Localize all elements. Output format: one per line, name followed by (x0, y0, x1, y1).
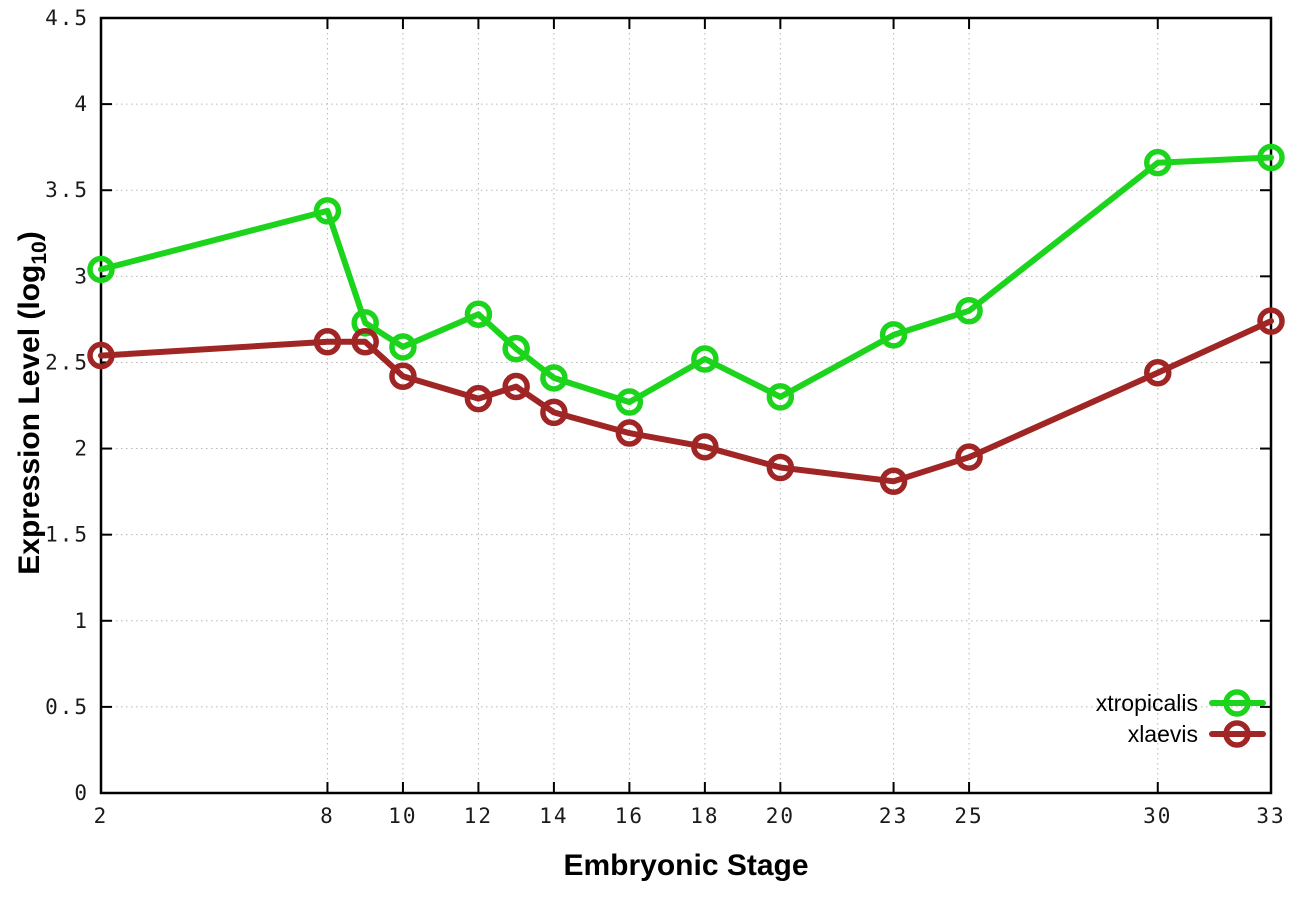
legend-marker-xlaevis (1223, 720, 1251, 748)
legend-marker-xtropicalis (1223, 689, 1251, 717)
x-tick-label: 10 (388, 804, 417, 828)
data-point-xtropicalis (313, 197, 342, 225)
y-tick-label: 0 (74, 781, 89, 805)
y-tick-label: 2 (74, 437, 89, 461)
x-axis-title: Embryonic Stage (563, 849, 809, 882)
x-tick-label: 30 (1143, 804, 1172, 828)
x-tick-label: 20 (766, 804, 795, 828)
y-axis-title: Expression Level (log10) (13, 231, 51, 575)
data-point-xlaevis (955, 443, 983, 471)
plot-border (99, 16, 1273, 795)
x-tick-label: 12 (464, 804, 493, 828)
y-tick-label: 4.5 (45, 6, 89, 30)
y-axis-title-text: Expression Level (log (13, 264, 46, 575)
data-point-xtropicalis (766, 383, 795, 411)
data-point-xtropicalis (1144, 148, 1172, 177)
data-point-xtropicalis (87, 255, 115, 284)
data-point-xlaevis (1257, 307, 1285, 335)
x-tick-label: 8 (320, 804, 335, 828)
data-point-xlaevis (351, 328, 379, 356)
x-tick-label: 2 (94, 804, 109, 828)
data-point-xtropicalis (389, 333, 417, 361)
data-point-xtropicalis (502, 334, 530, 363)
data-point-xtropicalis (351, 309, 379, 337)
x-tick-label: 23 (879, 804, 908, 828)
x-tick-label: 14 (539, 804, 568, 828)
data-point-xlaevis (87, 341, 115, 370)
data-point-xtropicalis (464, 300, 493, 328)
data-point-xtropicalis (879, 321, 908, 349)
y-axis-title-suffix: ) (13, 231, 46, 242)
x-tick-label: 25 (954, 804, 983, 828)
data-point-xlaevis (766, 453, 795, 482)
data-point-xlaevis (691, 433, 719, 461)
x-tick-label: 33 (1256, 804, 1285, 828)
y-tick-label: 3.5 (45, 178, 89, 202)
data-point-xlaevis (1144, 359, 1172, 387)
data-point-xtropicalis (691, 345, 719, 373)
data-point-xlaevis (502, 372, 530, 401)
y-tick-label: 0.5 (45, 695, 89, 719)
x-tick-label: 16 (615, 804, 644, 828)
data-point-xtropicalis (1257, 143, 1285, 172)
y-tick-label: 4 (74, 92, 89, 116)
data-point-xtropicalis (955, 297, 983, 325)
y-axis-title-subscript: 10 (28, 241, 51, 265)
data-point-xlaevis (540, 398, 568, 427)
data-point-xlaevis (313, 328, 342, 356)
data-point-xtropicalis (540, 364, 568, 392)
y-tick-label: 3 (74, 264, 89, 288)
y-tick-label: 1.5 (45, 523, 89, 547)
legend-label-xtropicalis: xtropicalis (1096, 690, 1198, 716)
y-tick-label: 2.5 (45, 350, 89, 374)
series-line-xtropicalis (98, 154, 1274, 406)
data-point-xlaevis (879, 467, 908, 496)
data-point-xtropicalis (615, 388, 644, 416)
y-tick-label: 1 (74, 609, 89, 633)
data-point-xlaevis (615, 419, 644, 447)
legend-label-xlaevis: xlaevis (1128, 721, 1198, 747)
series-line-xlaevis (98, 318, 1274, 485)
data-point-xlaevis (389, 362, 417, 390)
data-point-xlaevis (464, 384, 493, 413)
x-tick-label: 18 (690, 804, 719, 828)
